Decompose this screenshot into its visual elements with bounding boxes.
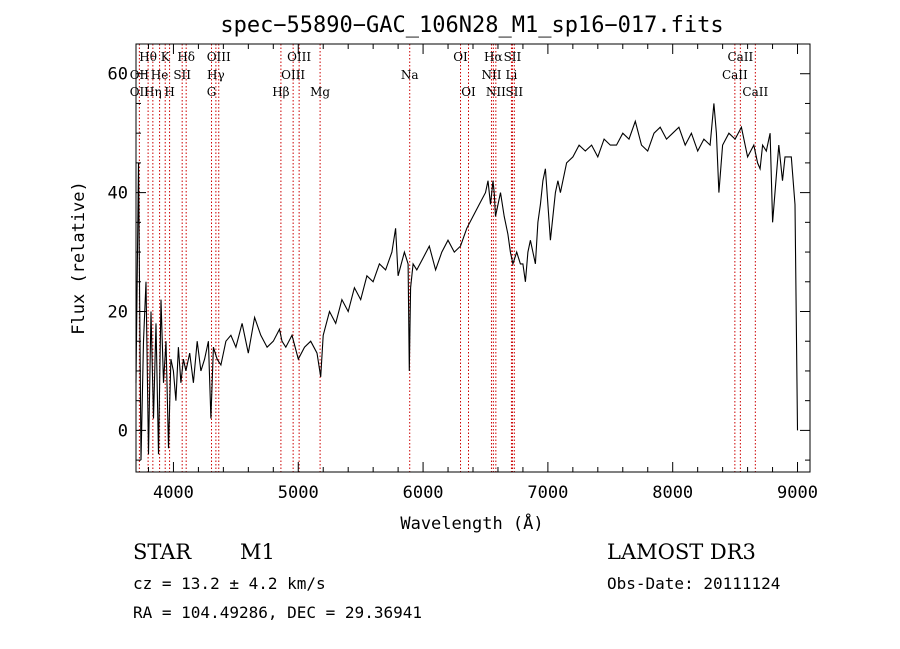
emission-line-label: OIII xyxy=(207,50,231,64)
x-tick-label: 5000 xyxy=(278,483,319,503)
emission-line-label: K xyxy=(161,50,171,64)
x-tick-label: 4000 xyxy=(153,483,194,503)
y-axis-label: Flux (relative) xyxy=(69,181,89,335)
emission-line-label: Li xyxy=(506,68,518,82)
chart-title: spec−55890−GAC_106N28_M1_sp16−017.fits xyxy=(220,13,723,38)
redshift-velocity: cz = 13.2 ± 4.2 km/s xyxy=(133,574,326,593)
spectrum-series xyxy=(135,103,799,461)
emission-line-label: G xyxy=(207,85,217,99)
x-tick-label: 8000 xyxy=(652,483,693,503)
emission-line-label: SII xyxy=(504,50,522,64)
observation-date: Obs-Date: 20111124 xyxy=(607,574,781,593)
emission-line-label: NII xyxy=(486,85,506,99)
spectrum-chart: spec−55890−GAC_106N28_M1_sp16−017.fits 4… xyxy=(69,13,818,534)
emission-line-markers xyxy=(138,44,756,472)
y-axis-ticks: 0 20 40 60 xyxy=(108,43,810,461)
emission-line-label: OI xyxy=(453,50,468,64)
emission-line-label: NII xyxy=(481,68,501,82)
emission-line-label: OIII xyxy=(281,68,305,82)
y-tick-label: 0 xyxy=(118,421,128,441)
emission-line-label: Na xyxy=(401,68,419,82)
emission-line-label: CaII xyxy=(722,68,748,82)
object-class: STAR xyxy=(133,540,192,564)
emission-line-label: OII xyxy=(130,85,150,99)
x-axis-label: Wavelength (Å) xyxy=(400,512,543,534)
sky-coordinates: RA = 104.49286, DEC = 29.36941 xyxy=(133,603,422,622)
emission-line-label: He xyxy=(151,68,169,82)
emission-line-label: OII xyxy=(130,68,150,82)
emission-line-label: Hδ xyxy=(177,50,195,64)
emission-line-label: SII xyxy=(173,68,191,82)
emission-line-label: Hη xyxy=(144,85,162,99)
emission-line-label: SII xyxy=(505,85,523,99)
emission-line-label: Hα xyxy=(484,50,503,64)
emission-line-label: Hθ xyxy=(139,50,157,64)
x-tick-label: 9000 xyxy=(777,483,818,503)
x-axis-ticks: 4000 5000 6000 7000 8000 9000 xyxy=(147,44,818,503)
y-tick-label: 60 xyxy=(108,65,128,85)
emission-line-label: CaII xyxy=(742,85,768,99)
emission-line-label: CaII xyxy=(727,50,753,64)
emission-line-label: Mg xyxy=(310,85,330,99)
x-tick-label: 7000 xyxy=(527,483,568,503)
plot-frame xyxy=(135,43,811,473)
emission-line-label: Hγ xyxy=(207,68,225,82)
emission-line-label: H xyxy=(164,85,174,99)
emission-line-label: OI xyxy=(461,85,476,99)
y-tick-label: 20 xyxy=(108,303,128,323)
object-subclass: M1 xyxy=(240,540,275,564)
y-tick-label: 40 xyxy=(108,184,128,204)
x-tick-label: 6000 xyxy=(403,483,444,503)
survey-name: LAMOST DR3 xyxy=(607,540,756,564)
emission-line-label: Hβ xyxy=(272,85,289,99)
emission-line-label: OIII xyxy=(287,50,311,64)
